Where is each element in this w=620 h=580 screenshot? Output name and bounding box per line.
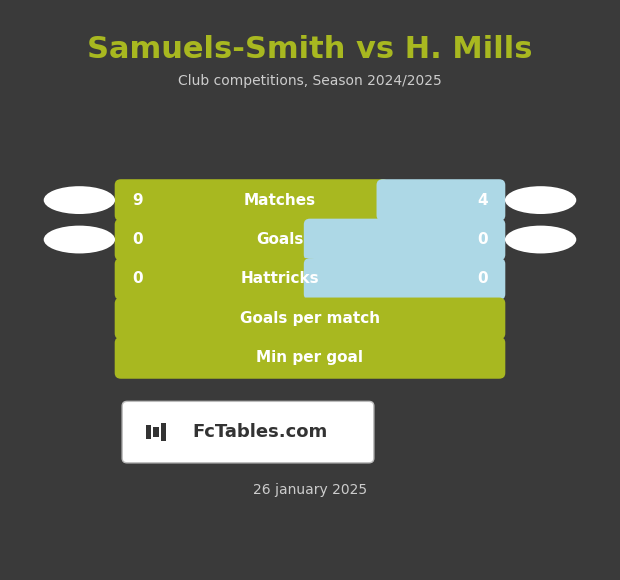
FancyBboxPatch shape <box>115 179 389 221</box>
Ellipse shape <box>43 226 115 253</box>
Text: Hattricks: Hattricks <box>241 271 319 287</box>
Text: 0: 0 <box>477 232 488 247</box>
Text: 0: 0 <box>477 271 488 287</box>
FancyBboxPatch shape <box>376 179 505 221</box>
Text: Goals: Goals <box>256 232 303 247</box>
Text: 9: 9 <box>132 193 143 208</box>
Text: Goals per match: Goals per match <box>240 311 380 326</box>
FancyBboxPatch shape <box>115 258 316 300</box>
Text: Min per goal: Min per goal <box>257 350 363 365</box>
FancyBboxPatch shape <box>115 337 505 379</box>
FancyBboxPatch shape <box>153 427 159 437</box>
Text: 26 january 2025: 26 january 2025 <box>253 483 367 497</box>
Text: Matches: Matches <box>244 193 316 208</box>
Text: 0: 0 <box>132 271 143 287</box>
Ellipse shape <box>505 226 577 253</box>
FancyBboxPatch shape <box>304 219 505 260</box>
Text: FcTables.com: FcTables.com <box>193 423 328 441</box>
Text: 0: 0 <box>132 232 143 247</box>
FancyBboxPatch shape <box>115 219 316 260</box>
FancyBboxPatch shape <box>122 401 374 463</box>
FancyBboxPatch shape <box>146 425 151 440</box>
Text: Samuels-Smith vs H. Mills: Samuels-Smith vs H. Mills <box>87 35 533 64</box>
FancyBboxPatch shape <box>161 423 166 441</box>
Ellipse shape <box>505 186 577 214</box>
Text: 4: 4 <box>477 193 488 208</box>
Ellipse shape <box>43 186 115 214</box>
FancyBboxPatch shape <box>304 258 505 300</box>
Text: Club competitions, Season 2024/2025: Club competitions, Season 2024/2025 <box>178 74 442 88</box>
FancyBboxPatch shape <box>115 298 505 339</box>
